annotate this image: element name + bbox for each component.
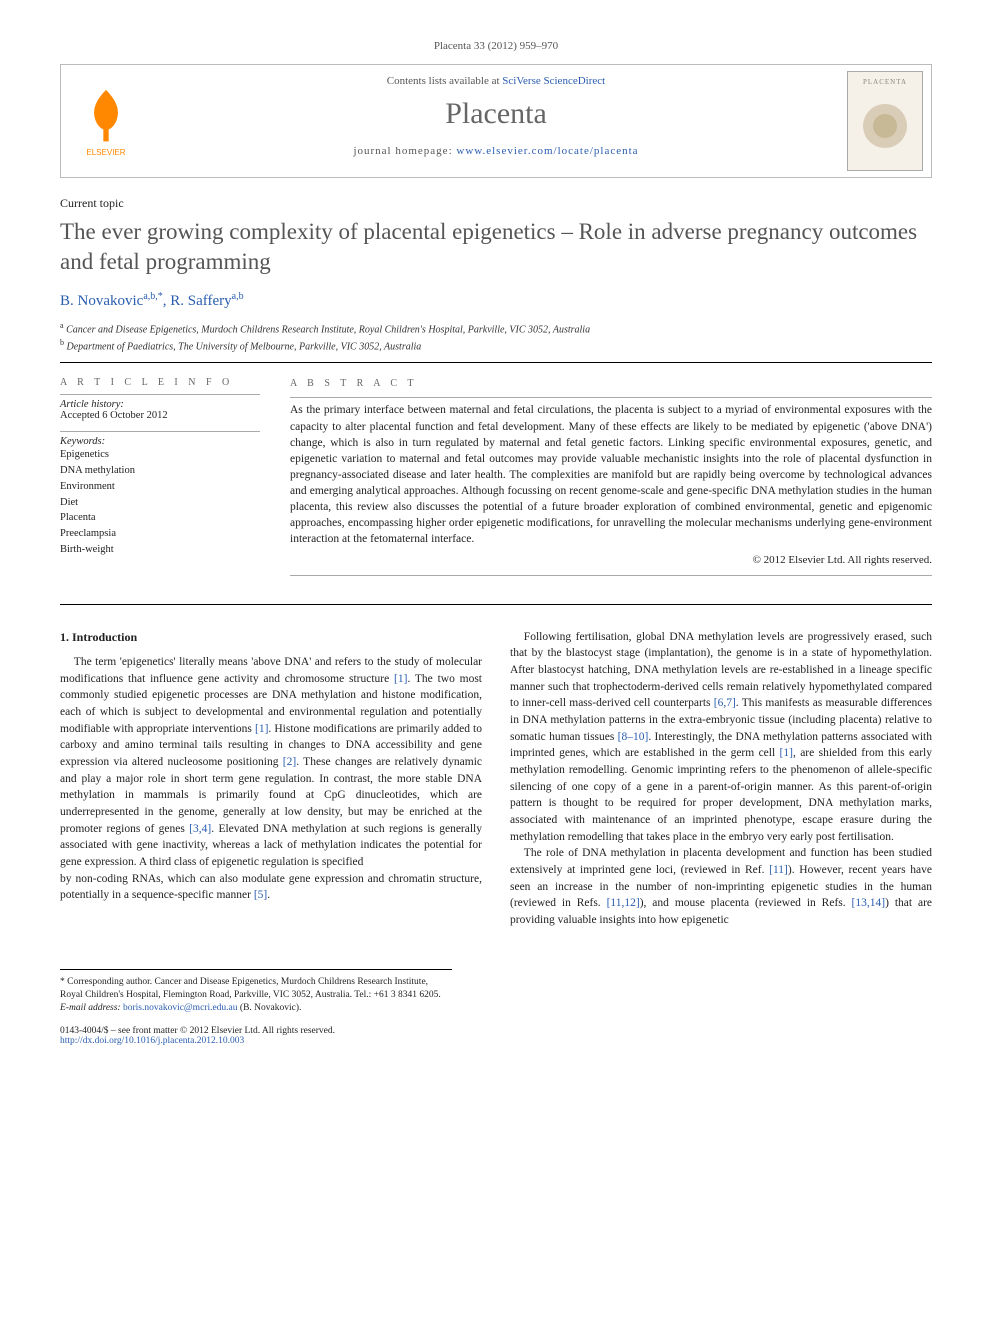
author-2-affil-marks: a,b (232, 291, 244, 302)
journal-cover-thumb: PLACENTA (841, 65, 931, 177)
contents-available-line: Contents lists available at SciVerse Sci… (157, 75, 835, 87)
author-1-affil-marks: a,b,* (143, 291, 162, 302)
running-head: Placenta 33 (2012) 959–970 (60, 40, 932, 52)
article-type: Current topic (60, 196, 932, 211)
journal-homepage-link[interactable]: www.elsevier.com/locate/placenta (456, 145, 638, 157)
history-label: Article history: (60, 399, 260, 410)
journal-homepage-line: journal homepage: www.elsevier.com/locat… (157, 145, 835, 157)
body-paragraph: by non-coding RNAs, which can also modul… (60, 871, 482, 904)
publisher-logo: ELSEVIER (61, 65, 151, 177)
elsevier-tree-icon: ELSEVIER (71, 81, 141, 161)
author-2: R. Saffery (170, 293, 231, 309)
article-info-heading: A R T I C L E I N F O (60, 377, 260, 388)
keywords-list: Epigenetics DNA methylation Environment … (60, 447, 260, 557)
article-title: The ever growing complexity of placental… (60, 217, 932, 277)
journal-name: Placenta (157, 97, 835, 131)
email-link[interactable]: boris.novakovic@mcri.edu.au (123, 1003, 238, 1013)
issn-copyright: 0143-4004/$ – see front matter © 2012 El… (60, 1026, 932, 1036)
keyword: DNA methylation (60, 463, 260, 479)
journal-masthead: ELSEVIER Contents lists available at Sci… (60, 64, 932, 178)
corresponding-text: * Corresponding author. Cancer and Disea… (60, 976, 452, 1003)
abstract-heading: A B S T R A C T (290, 377, 932, 391)
email-line: E-mail address: boris.novakovic@mcri.edu… (60, 1002, 452, 1015)
keyword: Environment (60, 479, 260, 495)
author-list: B. Novakovica,b,*, R. Safferya,b (60, 291, 932, 310)
keyword: Diet (60, 495, 260, 511)
article-body: 1. Introduction The term 'epigenetics' l… (60, 629, 932, 929)
divider-rule (60, 604, 932, 605)
history-accepted: Accepted 6 October 2012 (60, 410, 260, 421)
divider-rule (60, 362, 932, 363)
keyword: Placenta (60, 510, 260, 526)
affiliation-b: b Department of Paediatrics, The Univers… (60, 337, 932, 354)
cover-art-icon (855, 86, 915, 156)
body-paragraph: The term 'epigenetics' literally means '… (60, 654, 482, 871)
cover-title: PLACENTA (863, 78, 907, 86)
abstract-column: A B S T R A C T As the primary interface… (290, 377, 932, 579)
thin-rule (290, 397, 932, 398)
section-heading: 1. Introduction (60, 629, 482, 646)
sciencedirect-link[interactable]: SciVerse ScienceDirect (502, 75, 605, 87)
abstract-copyright: © 2012 Elsevier Ltd. All rights reserved… (290, 553, 932, 568)
keyword: Epigenetics (60, 447, 260, 463)
keyword: Birth-weight (60, 542, 260, 558)
keywords-label: Keywords: (60, 436, 260, 447)
article-info-column: A R T I C L E I N F O Article history: A… (60, 377, 260, 579)
thin-rule (60, 431, 260, 432)
elsevier-wordmark: ELSEVIER (86, 148, 125, 157)
affiliation-a: a Cancer and Disease Epigenetics, Murdoc… (60, 320, 932, 337)
thin-rule (290, 575, 932, 576)
thin-rule (60, 394, 260, 395)
doi-link[interactable]: http://dx.doi.org/10.1016/j.placenta.201… (60, 1036, 244, 1046)
keyword: Preeclampsia (60, 526, 260, 542)
corresponding-author-footnote: * Corresponding author. Cancer and Disea… (60, 969, 452, 1016)
body-paragraph: Following fertilisation, global DNA meth… (510, 629, 932, 846)
author-1: B. Novakovic (60, 293, 143, 309)
front-matter-line: 0143-4004/$ – see front matter © 2012 El… (60, 1026, 932, 1046)
abstract-text: As the primary interface between materna… (290, 402, 932, 547)
body-paragraph: The role of DNA methylation in placenta … (510, 845, 932, 928)
affiliations: a Cancer and Disease Epigenetics, Murdoc… (60, 320, 932, 355)
